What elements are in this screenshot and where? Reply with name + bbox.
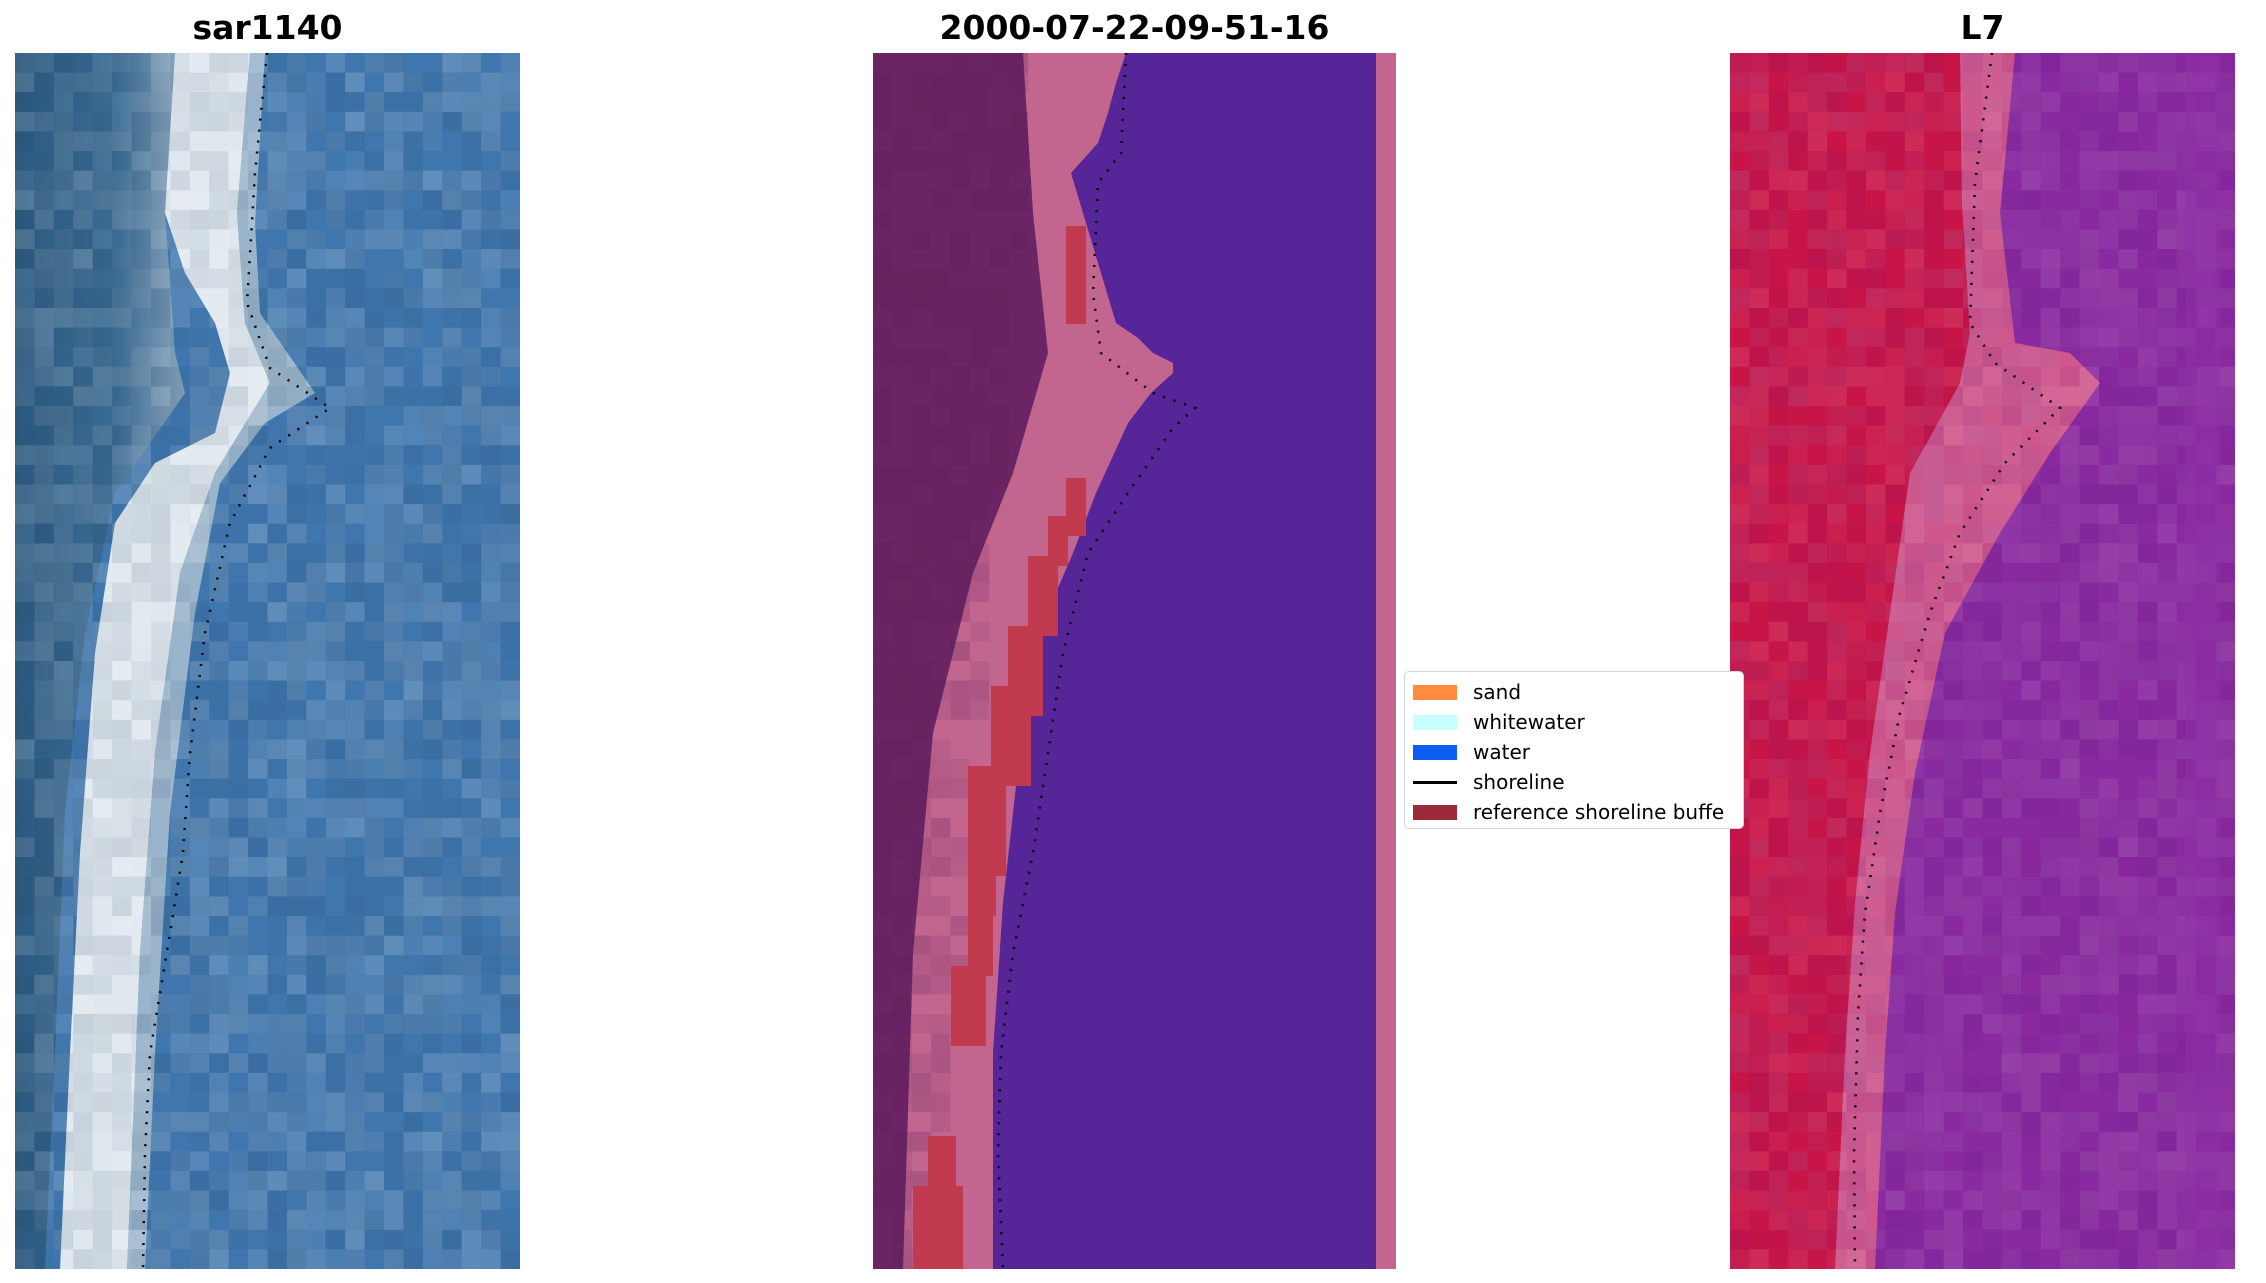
- legend: sand whitewater water shoreline referenc…: [1404, 671, 1744, 829]
- panel-title-left: sar1140: [192, 8, 343, 47]
- legend-item-water: water: [1413, 738, 1530, 766]
- classified-image: [873, 53, 1396, 1269]
- legend-label: water: [1473, 740, 1530, 764]
- rgb-image-panel: [15, 53, 520, 1269]
- legend-item-whitewater: whitewater: [1413, 708, 1585, 736]
- rgb-image: [15, 53, 520, 1269]
- legend-label: whitewater: [1473, 710, 1585, 734]
- water-class: [993, 53, 1376, 1269]
- land-band: [1730, 53, 1970, 1269]
- legend-item-reference-buffer: reference shoreline buffe: [1413, 798, 1724, 826]
- legend-label: sand: [1473, 680, 1522, 704]
- legend-swatch-sand: [1413, 684, 1457, 700]
- shoreline-trace: [1852, 53, 2062, 1269]
- legend-swatch-whitewater: [1413, 714, 1457, 730]
- l7-image: [1730, 53, 2235, 1269]
- land-area: [15, 53, 185, 1269]
- legend-line-shoreline: [1413, 780, 1457, 784]
- legend-label: reference shoreline buffe: [1473, 800, 1725, 824]
- legend-label: shoreline: [1473, 770, 1565, 794]
- l7-image-panel: [1730, 53, 2235, 1269]
- surf-zone: [127, 53, 315, 1269]
- legend-swatch-reference-buffer: [1413, 804, 1457, 820]
- dark-land-class: [873, 53, 1048, 1269]
- edge-strip: [1376, 53, 1396, 1269]
- reference-buffer-class: [913, 226, 1086, 1269]
- edge-band: [2185, 53, 2220, 1269]
- classified-image-panel: [873, 53, 1396, 1269]
- legend-item-sand: sand: [1413, 678, 1521, 706]
- legend-item-shoreline: shoreline: [1413, 768, 1565, 796]
- panel-title-middle: 2000-07-22-09-51-16: [939, 8, 1330, 47]
- shoreline-trace: [141, 53, 333, 1269]
- panel-title-right: L7: [1960, 8, 2005, 47]
- white-beach: [60, 53, 270, 1269]
- transition-band: [1835, 53, 2100, 1269]
- legend-swatch-water: [1413, 744, 1457, 760]
